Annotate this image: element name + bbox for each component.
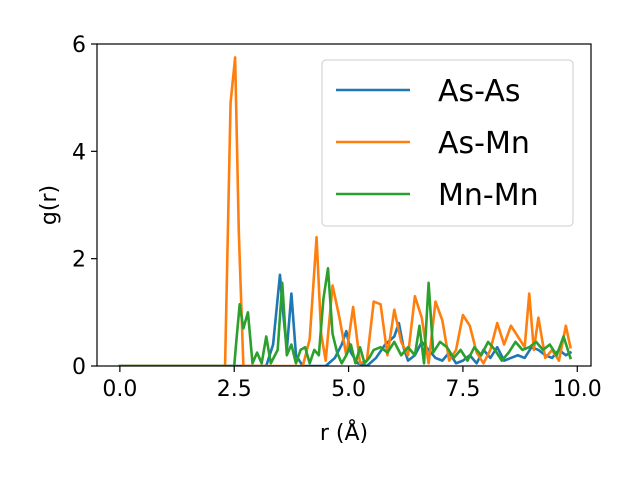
- x-tick-label: 2.5: [217, 377, 252, 402]
- x-tick-label: 5.0: [331, 377, 366, 402]
- series-layer: [118, 56, 573, 366]
- series-line-as-mn: [118, 56, 572, 366]
- plot-frame: [96, 43, 592, 367]
- legend-label-as-as: As-As: [438, 74, 520, 109]
- x-tick-label: 7.5: [445, 377, 480, 402]
- x-axis-label: r (Å): [320, 419, 368, 446]
- series-line-as-as: [118, 273, 573, 366]
- legend-label-as-mn: As-Mn: [438, 126, 530, 161]
- x-tick-label: 0.0: [102, 377, 137, 402]
- legend: As-As As-Mn Mn-Mn: [321, 59, 574, 227]
- y-axis: 0 2 4 6: [72, 33, 97, 380]
- legend-box: [321, 59, 574, 227]
- x-axis: 0.0 2.5 5.0 7.5 10.0: [102, 366, 602, 402]
- legend-label-mn-mn: Mn-Mn: [438, 178, 539, 213]
- y-tick-label: 2: [72, 248, 86, 273]
- y-tick-label: 6: [72, 33, 86, 58]
- y-axis-label: g(r): [37, 185, 62, 225]
- series-line-mn-mn: [118, 267, 573, 366]
- y-tick-label: 0: [72, 355, 86, 380]
- x-tick-label: 10.0: [553, 377, 602, 402]
- y-tick-label: 4: [72, 140, 86, 165]
